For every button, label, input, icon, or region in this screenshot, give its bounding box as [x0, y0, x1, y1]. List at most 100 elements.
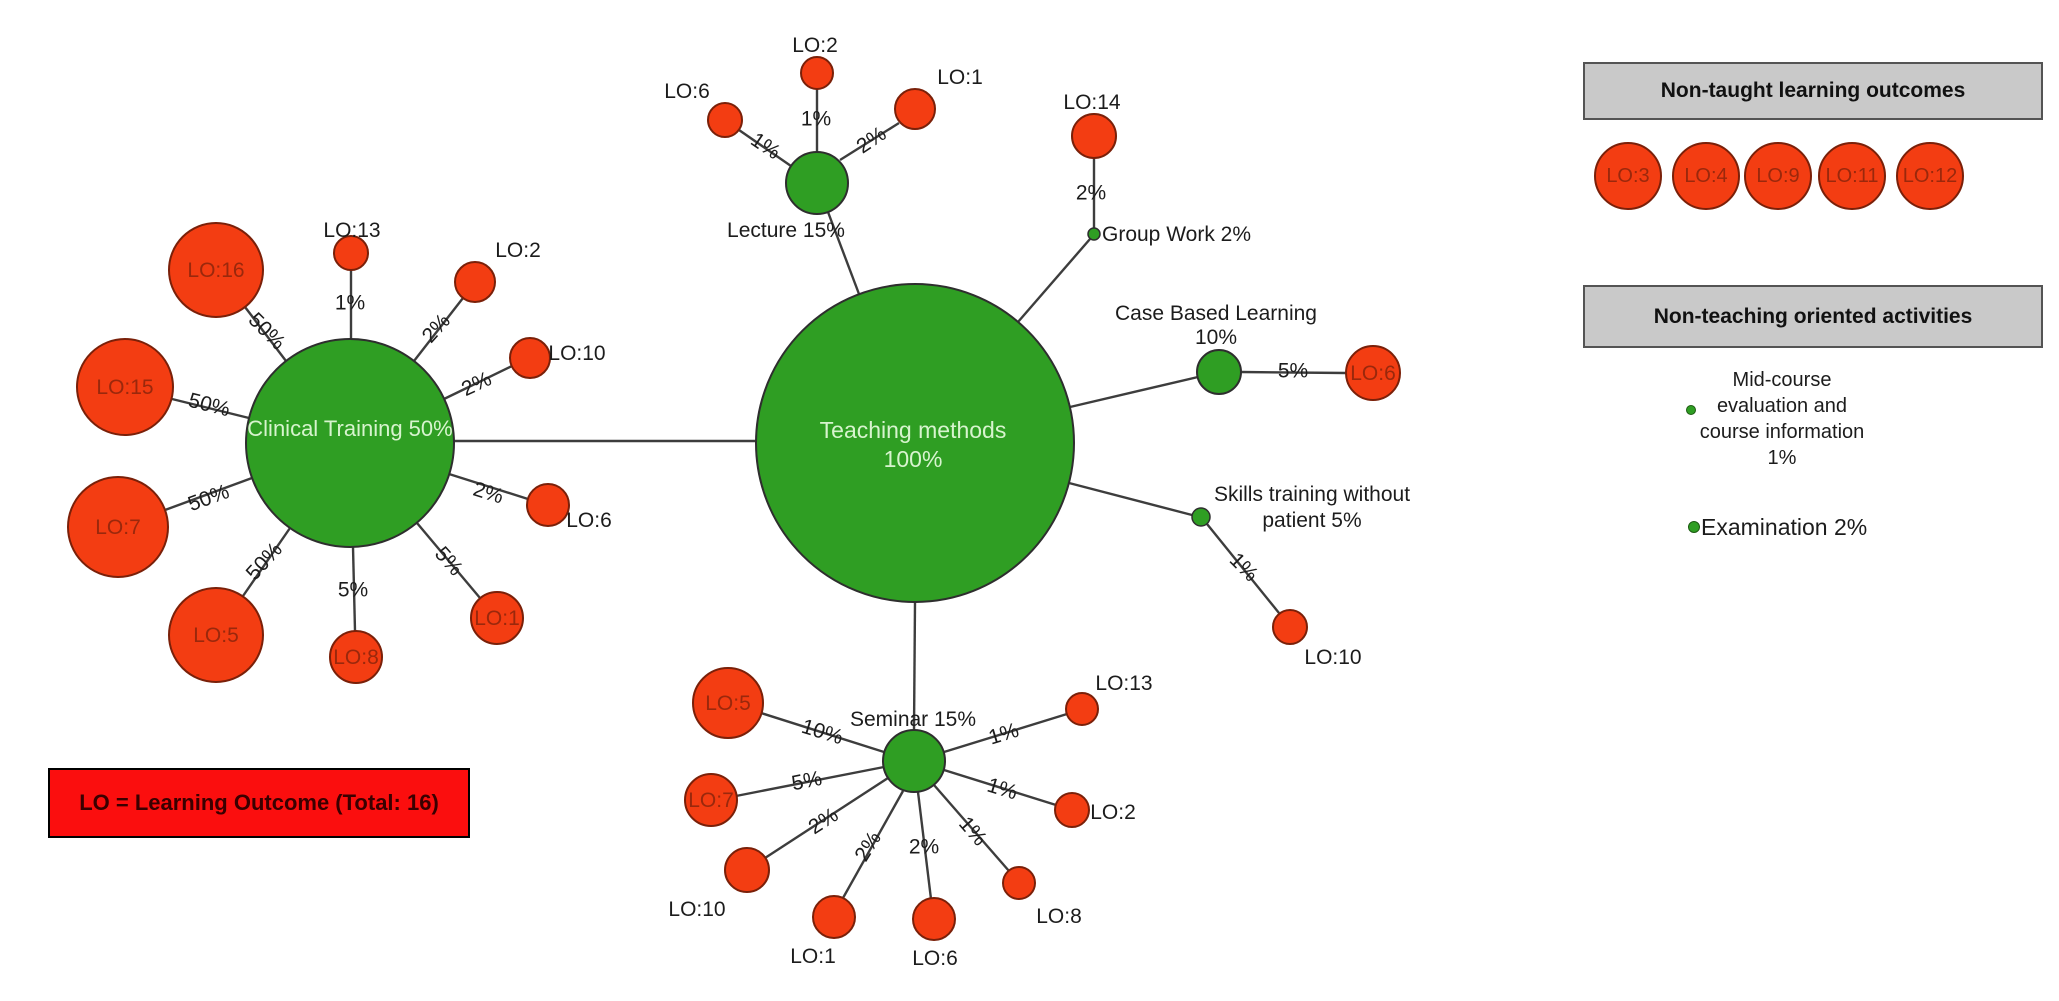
examination-item: Examination 2% [1701, 514, 1868, 540]
clinical-lo2-label: LO:2 [495, 239, 541, 262]
node-clinical-lo16 [168, 222, 264, 318]
non-teaching-panel-title: Non-teaching oriented activities [1653, 304, 1973, 328]
non-taught-outcome-lo4: LO:4 [1672, 142, 1740, 210]
non-taught-outcome-label: LO:3 [1606, 164, 1650, 187]
clinical-lo10-label: LO:10 [548, 342, 605, 365]
edge-line [242, 527, 291, 597]
legend-note-box: LO = Learning Outcome (Total: 16) [48, 768, 470, 838]
seminar-lo10-label: LO:10 [668, 898, 725, 921]
edge-percent-label: 1% [986, 719, 1022, 750]
node-group-work [1087, 227, 1101, 241]
skills-training-label: Skills training without [1214, 483, 1410, 506]
edge-percent-label: 2% [852, 122, 890, 158]
mid-course-line: 1% [1767, 447, 1797, 469]
clinical-training-label: Clinical Training 50% [247, 416, 452, 441]
edge-line [1240, 370, 1347, 375]
node-clinical-training [245, 338, 455, 548]
clinical-lo5-label: LO:5 [193, 624, 239, 647]
examination-dot-icon [1688, 521, 1700, 533]
node-seminar-lo7 [684, 773, 738, 827]
seminar-lo2-label: LO:2 [1090, 801, 1136, 824]
edge-line [443, 364, 513, 401]
seminar-lo5-label: LO:5 [705, 692, 751, 715]
edge-percent-label: 2% [458, 367, 495, 401]
node-teaching-methods [755, 283, 1075, 603]
edge-line [413, 297, 464, 362]
node-lecture-lo6 [707, 102, 743, 138]
edge-line [351, 546, 357, 632]
non-taught-outcome-lo11: LO:11 [1818, 142, 1886, 210]
non-taught-outcome-label: LO:12 [1902, 164, 1958, 187]
non-taught-outcome-label: LO:9 [1756, 164, 1800, 187]
edge-percent-label: 1% [801, 108, 831, 131]
non-taught-outcome-lo9: LO:9 [1744, 142, 1812, 210]
non-taught-outcome-lo12: LO:12 [1896, 142, 1964, 210]
mid-course-dot-icon [1686, 405, 1696, 415]
node-groupwork-lo14 [1071, 113, 1117, 159]
node-clinical-lo1 [470, 591, 524, 645]
node-skills-training [1191, 507, 1211, 527]
node-seminar [882, 729, 946, 793]
node-seminar-lo2 [1054, 792, 1090, 828]
clinical-lo16-label: LO:16 [187, 259, 244, 282]
non-taught-outcome-label: LO:4 [1684, 164, 1728, 187]
node-lecture-lo2 [800, 56, 834, 90]
edge-line [912, 601, 917, 731]
edge-line [1206, 523, 1280, 614]
node-lecture [785, 151, 849, 215]
node-seminar-lo8 [1002, 866, 1036, 900]
groupwork-lo14-label: LO:14 [1063, 91, 1121, 114]
skills-training-label: patient 5% [1262, 509, 1361, 532]
edge-percent-label: 2% [804, 803, 842, 839]
clinical-lo1-label: LO:1 [474, 607, 520, 630]
non-taught-panel-header: Non-taught learning outcomes [1583, 62, 2043, 120]
node-clinical-lo7 [67, 476, 169, 578]
edge-line [448, 472, 529, 501]
edge-percent-label: 2% [470, 478, 506, 509]
edge-line [916, 791, 933, 900]
case-based-learning-label: 10% [1195, 326, 1237, 349]
edge-line [841, 790, 905, 899]
clinical-lo8-label: LO:8 [333, 646, 379, 669]
edge-line [244, 306, 287, 362]
lecture-lo2-label: LO:2 [792, 34, 838, 57]
edge-line [1017, 238, 1091, 323]
edge-percent-label: 5% [338, 579, 368, 602]
edge-line [839, 121, 900, 162]
seminar-lo7-label: LO:7 [688, 789, 734, 812]
node-clinical-lo6 [526, 483, 570, 527]
node-cbl-lo6 [1345, 345, 1401, 401]
clinical-lo6-label: LO:6 [566, 509, 612, 532]
edge-line [416, 522, 481, 599]
node-seminar-lo1 [812, 895, 856, 939]
edge-line [764, 776, 889, 860]
group-work-label: Group Work 2% [1102, 223, 1251, 246]
node-skills-lo10 [1272, 609, 1308, 645]
case-based-learning-label: Case Based Learning [1115, 302, 1317, 325]
mid-course-item: Mid-course evaluation and course informa… [1671, 367, 1893, 471]
edge-line [1068, 481, 1193, 517]
edge-percent-label: 1% [984, 774, 1020, 805]
node-seminar-lo13 [1065, 692, 1099, 726]
mid-course-line: course information [1699, 421, 1865, 443]
non-taught-panel-title: Non-taught learning outcomes [1660, 79, 1966, 102]
non-teaching-panel-header: Non-teaching oriented activities [1583, 285, 2043, 348]
edge-line [760, 711, 885, 754]
clinical-lo15-label: LO:15 [96, 376, 153, 399]
skills-lo10-label: LO:10 [1304, 646, 1361, 669]
mid-course-line: Mid-course [1732, 369, 1832, 391]
node-case-based-learning [1196, 349, 1242, 395]
lecture-lo6-label: LO:6 [664, 80, 710, 103]
clinical-lo7-label: LO:7 [95, 516, 141, 539]
node-clinical-lo13 [333, 235, 369, 271]
edge-line [735, 765, 885, 798]
edge-line [943, 712, 1068, 754]
node-clinical-lo8 [329, 630, 383, 684]
mid-course-line: evaluation and [1716, 395, 1848, 417]
cbl-lo6-label: LO:6 [1350, 362, 1396, 385]
clinical-lo13-label: LO:13 [323, 219, 380, 242]
node-clinical-lo10 [509, 337, 551, 379]
node-clinical-lo5 [168, 587, 264, 683]
teaching-methods-label: 100% [884, 446, 943, 472]
